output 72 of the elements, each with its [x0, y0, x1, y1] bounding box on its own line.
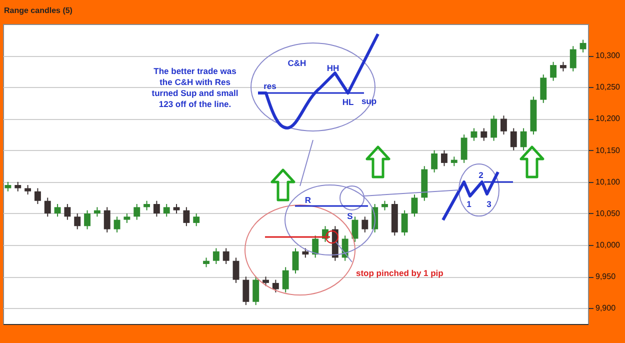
annotation: The better trade was the C&H with Res turned Sup and small 123 off of the line. — [152, 66, 238, 109]
annotation: res — [264, 81, 277, 91]
y-tick-label: 9,900 — [596, 304, 616, 313]
candlestick — [64, 204, 71, 220]
candlestick — [262, 276, 269, 287]
candlestick — [14, 181, 22, 192]
y-tick-label: 10,150 — [596, 146, 621, 155]
y-tick-label: 9,950 — [596, 272, 616, 282]
y-tick-label: 10,050 — [596, 208, 621, 218]
candlestick — [144, 200, 150, 211]
chart-subtitle: Range candles (5) — [4, 6, 72, 15]
candlestick — [134, 204, 140, 220]
candlestick — [560, 61, 566, 72]
candlestick — [411, 194, 418, 218]
annotation: HH — [326, 63, 340, 73]
candlestick — [282, 266, 289, 293]
candlestick — [222, 248, 230, 264]
candlestick — [480, 128, 488, 142]
candlestick — [74, 212, 81, 230]
candlestick — [580, 39, 586, 53]
candlestick — [431, 150, 438, 173]
candlestick — [114, 216, 120, 233]
y-tick-label: 10,250 — [596, 82, 621, 92]
y-tick-label: 10,200 — [596, 114, 621, 124]
annotation: stop pinched by 1 pip — [356, 268, 444, 278]
candlestick — [242, 276, 250, 306]
candlestick — [510, 128, 517, 151]
candlestick — [382, 200, 388, 211]
candlestick — [84, 210, 90, 230]
candlestick — [173, 204, 180, 214]
candlestick — [540, 74, 547, 104]
candlestick — [212, 248, 220, 264]
candlestick — [124, 212, 130, 224]
candlestick — [104, 206, 110, 233]
candlestick — [44, 197, 51, 218]
candlestick — [302, 248, 309, 258]
candlestick — [252, 276, 260, 306]
candlestick — [153, 200, 160, 218]
annotation: sup — [361, 96, 377, 106]
candlestick — [362, 216, 368, 233]
annotation: HL — [342, 97, 354, 107]
candlestick — [203, 257, 210, 268]
candlestick — [441, 150, 448, 167]
annotation: 3 — [486, 199, 492, 209]
annotation: C&H — [288, 58, 306, 68]
candlestick — [24, 184, 32, 196]
candlestick — [183, 206, 190, 227]
y-tick-label: 10,100 — [596, 177, 621, 186]
y-tick-label: 10,300 — [596, 51, 621, 60]
candlestick — [312, 235, 319, 258]
annotation: 1 — [466, 199, 472, 209]
candlestick — [292, 248, 299, 274]
candlestick — [550, 61, 557, 82]
candlestick — [460, 134, 468, 164]
candlestick — [272, 279, 279, 293]
candlestick — [450, 156, 458, 167]
candlestick — [500, 115, 507, 136]
annotation: S — [347, 211, 354, 221]
candlestick — [94, 206, 100, 218]
annotation: R — [304, 195, 312, 205]
candlestick — [193, 212, 200, 227]
y-tick-label: 10,000 — [596, 240, 621, 250]
candlestick — [490, 115, 498, 142]
candlestick — [520, 128, 527, 151]
candlestick — [570, 46, 576, 72]
candlestick — [54, 204, 61, 218]
candlestick — [163, 204, 170, 218]
candlestick — [401, 210, 408, 236]
candlestick — [232, 257, 240, 284]
annotation: 2 — [478, 170, 484, 180]
candlestick — [34, 188, 41, 204]
candlestick — [4, 181, 12, 192]
